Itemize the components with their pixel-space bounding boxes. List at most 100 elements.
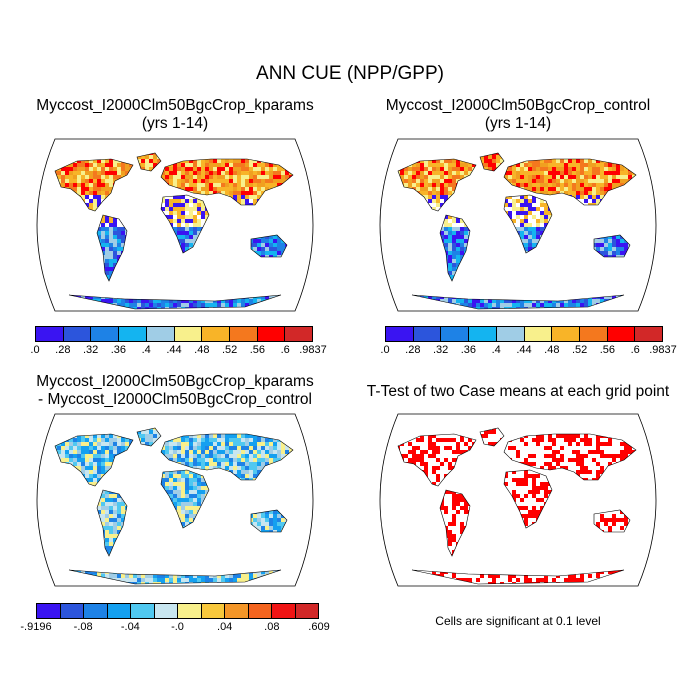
colorbar-tick-label: -.04 [120, 621, 140, 633]
coastline [54, 433, 134, 487]
colorbar-tick-label: .52 [571, 344, 588, 356]
colorbar-labels: -.9196 -.08 -.04 -.0 .04 .08 .609 [20, 621, 329, 635]
colorbar-cell [178, 604, 202, 618]
colorbar-cell [295, 604, 318, 618]
colorbar-tick-label: .6 [280, 344, 290, 356]
colorbar-control: .0 .28 .32 .36 .4 .44 .48 .52 .56 .6 .9837 [380, 326, 677, 358]
colorbar-difference: -.9196 -.08 -.04 -.0 .04 .08 .609 [20, 603, 330, 635]
colorbar-cell [607, 327, 636, 341]
colorbar-tick-label: .28 [405, 344, 421, 356]
colorbar-cells [385, 326, 663, 342]
colorbar-tick-label: .32 [82, 344, 99, 356]
coastline [411, 294, 625, 310]
map-ttest [379, 413, 657, 587]
coastline [96, 214, 128, 282]
coastline [397, 433, 477, 487]
coastline [54, 158, 134, 212]
colorbar-tick-label: .32 [432, 344, 449, 356]
coastline [503, 194, 553, 254]
colorbar-tick-label: .44 [166, 344, 182, 356]
coastline [136, 152, 162, 172]
map-content [379, 413, 657, 587]
colorbar-kparams: .0 .28 .32 .36 .4 .44 .48 .52 .56 .6 .9837 [30, 326, 327, 358]
colorbar-cell [272, 604, 296, 618]
coastline [503, 469, 553, 529]
colorbar-cell [146, 327, 175, 341]
colorbar-tick-label: -.0 [171, 621, 184, 633]
significance-note: Cells are significant at 0.1 level [435, 614, 601, 628]
coastline [96, 489, 128, 557]
colorbar-cell [386, 327, 414, 341]
colorbar-tick-label: .44 [516, 344, 532, 356]
map-content [379, 138, 657, 312]
colorbar-tick-label: .36 [460, 344, 477, 356]
colorbar-cell [63, 327, 92, 341]
coastline [160, 469, 210, 529]
colorbar-tick-label: -.08 [73, 621, 93, 633]
panel-title-control: Myccost_I2000Clm50BgcCrop_control (yrs 1… [358, 97, 678, 133]
colorbar-tick-label: .9837 [649, 344, 677, 356]
colorbar-tick-label: .4 [141, 344, 151, 356]
panel-title-difference: Myccost_I2000Clm50BgcCrop_kparams - Mycc… [15, 373, 335, 409]
coastline [136, 427, 162, 447]
coastline [68, 569, 282, 585]
coastline [503, 158, 637, 206]
colorbar-cell [107, 604, 131, 618]
colorbar-cell [36, 327, 64, 341]
map-difference [36, 413, 314, 587]
colorbar-tick-label: .04 [217, 621, 233, 633]
colorbar-tick-label: .0 [380, 344, 390, 356]
colorbar-tick-label: .28 [55, 344, 71, 356]
colorbar-tick-label: .0 [30, 344, 40, 356]
panel-title-line1: Myccost_I2000Clm50BgcCrop_control [385, 97, 651, 114]
coastline [439, 489, 471, 557]
coastline [397, 158, 477, 212]
colorbar-tick-label: .4 [491, 344, 501, 356]
map-content [36, 413, 314, 587]
colorbar-cell [524, 327, 553, 341]
panel-title-ttest: T-Test of two Case means at each grid po… [358, 383, 678, 401]
colorbar-cell [579, 327, 608, 341]
colorbar-tick-label: .6 [630, 344, 640, 356]
colorbar-cell [201, 604, 225, 618]
coastline [439, 214, 471, 282]
coastline [160, 194, 210, 254]
colorbar-cell [469, 327, 497, 341]
figure-title: ANN CUE (NPP/GPP) [256, 63, 444, 84]
colorbar-cell [154, 604, 178, 618]
colorbar-cell [91, 327, 120, 341]
colorbar-cell [413, 327, 442, 341]
colorbar-tick-label: .609 [308, 621, 330, 633]
colorbar-cell [84, 604, 108, 618]
colorbar-labels: .0 .28 .32 .36 .4 .44 .48 .52 .56 .6 .9837 [380, 344, 676, 358]
colorbar-tick-label: .56 [599, 344, 616, 356]
colorbar-tick-label: .52 [221, 344, 238, 356]
colorbar-cell [496, 327, 525, 341]
colorbar-cell [257, 327, 286, 341]
coastline [160, 433, 294, 481]
colorbar-tick-label: .36 [110, 344, 127, 356]
coastline [479, 427, 505, 447]
coastline [593, 234, 631, 258]
colorbar-cell [635, 327, 663, 341]
panel-title-kparams: Myccost_I2000Clm50BgcCrop_kparams (yrs 1… [15, 97, 335, 133]
colorbar-cells [36, 603, 319, 619]
colorbar-cell [248, 604, 272, 618]
coastline [250, 234, 288, 258]
map-kparams [36, 138, 314, 312]
colorbar-tick-label: .08 [264, 621, 280, 633]
coastline [68, 294, 282, 310]
colorbar-cell [229, 327, 258, 341]
colorbar-labels: .0 .28 .32 .36 .4 .44 .48 .52 .56 .6 .9837 [30, 344, 326, 358]
panel-title-line2: (yrs 1-14) [484, 115, 552, 132]
coastline [411, 569, 625, 585]
colorbar-cell [225, 604, 249, 618]
colorbar-cell [441, 327, 470, 341]
map-content [36, 138, 314, 312]
colorbar-tick-label: -.9196 [20, 621, 52, 633]
panel-title-line1: Myccost_I2000Clm50BgcCrop_kparams [36, 97, 314, 114]
colorbar-tick-label: .56 [249, 344, 266, 356]
colorbar-tick-label: .9837 [299, 344, 327, 356]
colorbar-cell [174, 327, 203, 341]
colorbar-cells [35, 326, 313, 342]
